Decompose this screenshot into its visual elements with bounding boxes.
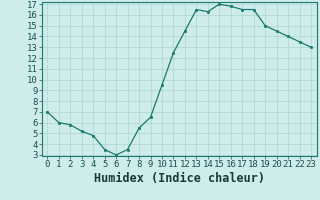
X-axis label: Humidex (Indice chaleur): Humidex (Indice chaleur) (94, 172, 265, 185)
